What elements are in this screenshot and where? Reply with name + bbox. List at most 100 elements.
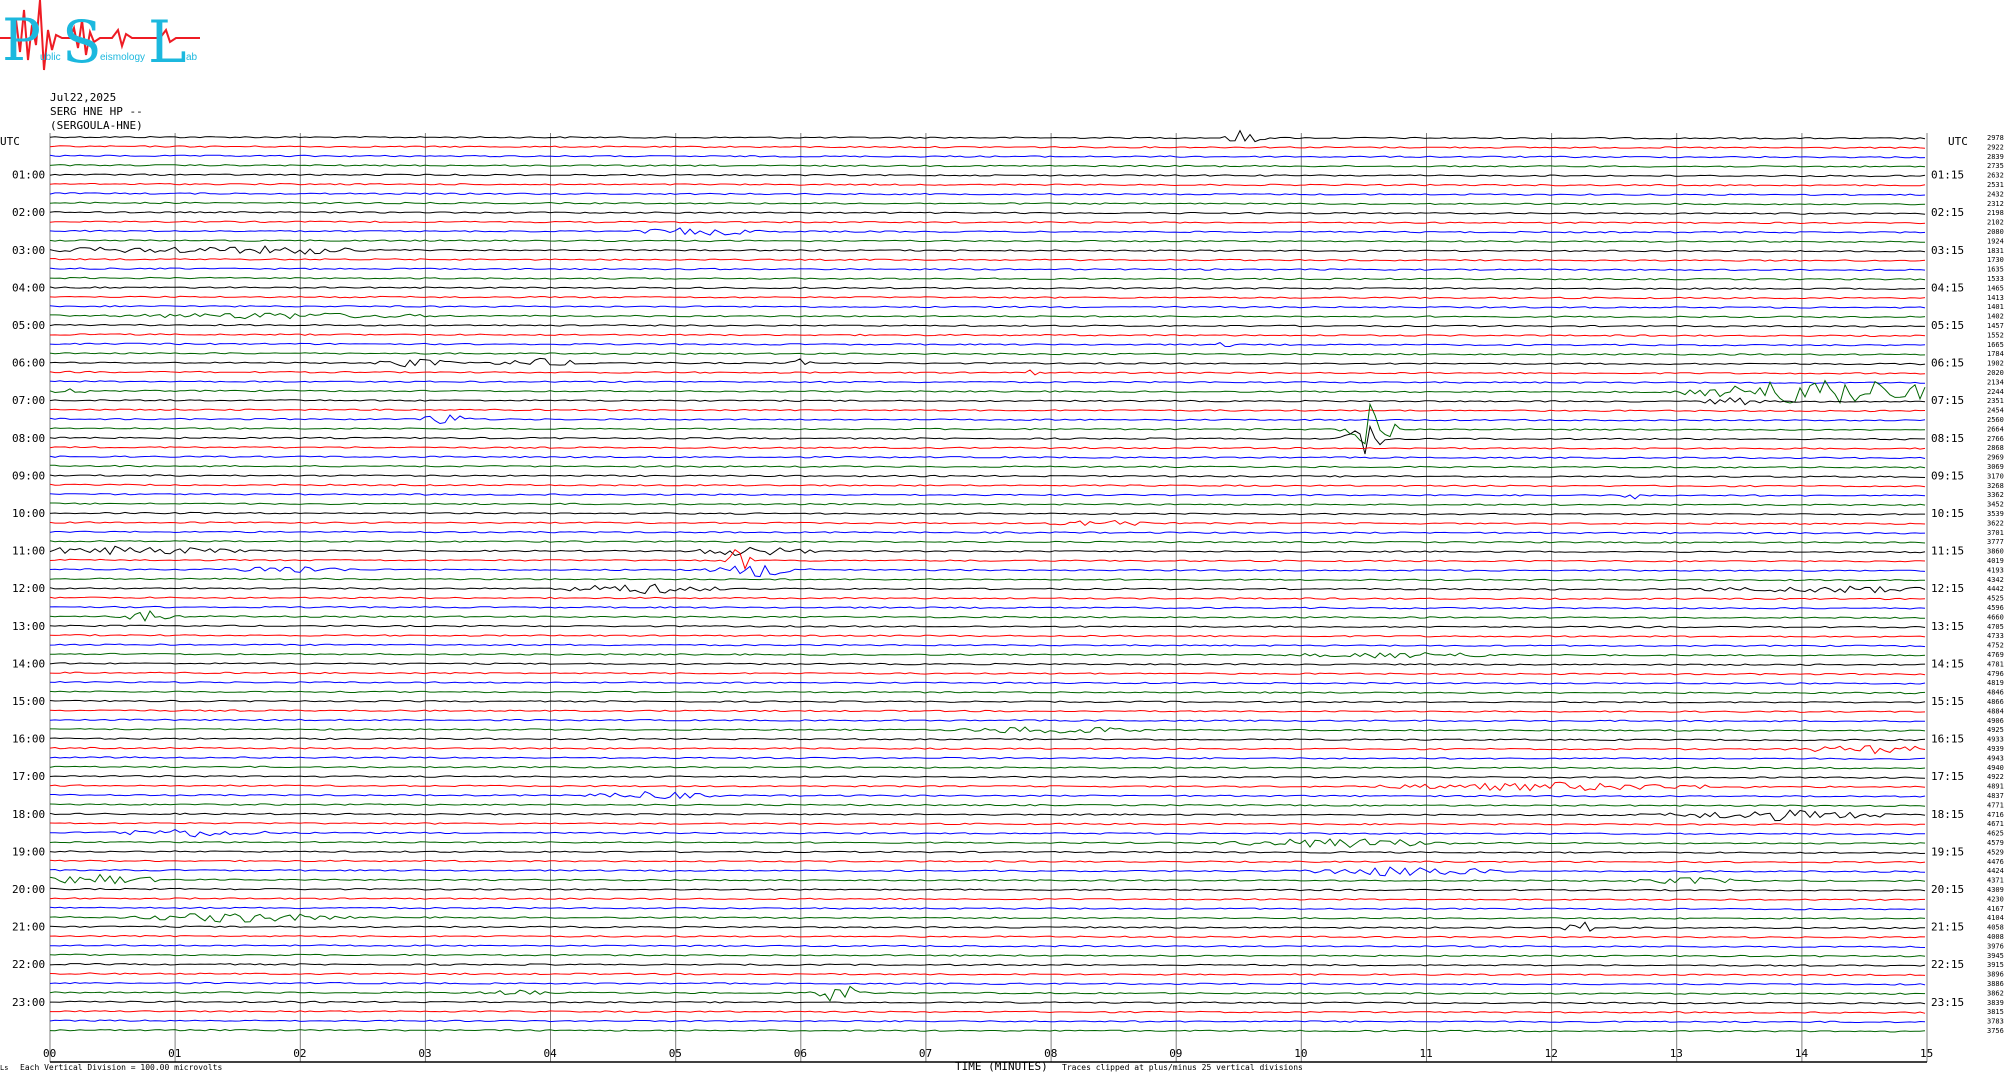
header-station-name: (SERGOULA-HNE) [50,119,143,132]
trace-count-label: 3886 [1987,980,2004,988]
trace-34 [49,446,1926,450]
trace-63 [49,718,1926,723]
header-info: Jul22,2025 SERG HNE HP -- (SERGOULA-HNE) [50,91,143,133]
right-hour-label: 09:15 [1931,469,1964,482]
trace-count-label: 3896 [1987,971,2004,979]
trace-43 [49,530,1926,535]
right-hour-label: 11:15 [1931,545,1964,558]
trace-83 [49,906,1925,911]
left-hour-label: 07:00 [12,394,45,407]
left-hour-label: 11:00 [12,545,45,558]
trace-46 [49,548,1926,571]
trace-count-label: 4733 [1987,632,2004,640]
trace-count-label: 1402 [1987,313,2004,321]
right-hour-label: 13:15 [1931,620,1964,633]
trace-count-label: 4891 [1987,783,2004,791]
left-hour-label: 09:00 [12,469,45,482]
trace-53 [49,624,1926,629]
trace-count-label: 2134 [1987,378,2004,386]
trace-count-label: 4866 [1987,698,2004,706]
trace-61 [49,699,1926,704]
trace-92 [49,985,1926,1002]
left-hour-label: 04:00 [12,281,45,294]
header-station: SERG HNE HP -- [50,105,143,118]
left-hour-label: 06:00 [12,357,45,370]
trace-count-label: 4476 [1987,858,2004,866]
trace-count-label: 2978 [1987,134,2004,142]
trace-count-label: 1730 [1987,256,2004,264]
trace-77 [49,850,1926,855]
right-hour-label: 04:15 [1931,281,1964,294]
trace-count-label: 1413 [1987,294,2004,302]
left-hour-label: 18:00 [12,808,45,821]
trace-count-label: 4939 [1987,745,2004,753]
trace-24 [49,352,1926,356]
trace-count-label: 4906 [1987,717,2004,725]
trace-66 [49,745,1926,755]
trace-count-label: 4442 [1987,585,2004,593]
footer-left-mark: Ls [0,1064,8,1072]
trace-48 [49,577,1926,582]
trace-count-label: 2351 [1987,397,2004,405]
trace-count-label: 2244 [1987,388,2004,396]
trace-count-label: 1665 [1987,341,2004,349]
trace-55 [49,643,1926,648]
left-hour-label: 12:00 [12,582,45,595]
trace-84 [49,913,1926,923]
trace-89 [49,962,1926,967]
trace-59 [49,680,1926,685]
trace-7 [49,192,1926,196]
trace-count-label: 3860 [1987,548,2004,556]
trace-count-label: 2868 [1987,444,2004,452]
trace-23 [49,342,1926,348]
trace-count-label: 1552 [1987,331,2004,339]
trace-count-label: 4104 [1987,914,2004,922]
trace-37 [49,474,1926,478]
trace-count-label: 3170 [1987,472,2004,480]
trace-count-label: 3815 [1987,1008,2004,1016]
right-hour-label: 20:15 [1931,883,1964,896]
trace-90 [49,972,1926,977]
trace-count-label: 4796 [1987,670,2004,678]
trace-count-label: 4940 [1987,764,2004,772]
trace-count-label: 3839 [1987,999,2004,1007]
trace-count-label: 4596 [1987,604,2004,612]
trace-count-label: 4922 [1987,773,2004,781]
trace-count-label: 4752 [1987,642,2004,650]
trace-count-label: 4705 [1987,623,2004,631]
trace-8 [49,201,1926,206]
trace-27 [49,380,1926,384]
left-axis-title: UTC [0,135,20,148]
x-tick-label: 14 [1795,1047,1809,1060]
trace-count-label: 2312 [1987,200,2004,208]
right-hour-label: 12:15 [1931,582,1964,595]
left-hour-label: 02:00 [12,206,45,219]
x-tick-label: 01 [168,1047,181,1060]
trace-count-label: 2080 [1987,228,2004,236]
trace-count-label: 4933 [1987,736,2004,744]
trace-count-label: 4671 [1987,820,2004,828]
left-hour-label: 20:00 [12,883,45,896]
trace-count-label: 4193 [1987,566,2004,574]
right-hour-label: 08:15 [1931,432,1964,445]
trace-count-label: 2102 [1987,219,2004,227]
trace-86 [49,934,1926,939]
trace-count-label: 4943 [1987,754,2004,762]
logo-small-text-ublic: ublic [40,52,61,63]
trace-64 [50,726,1926,734]
trace-count-label: 3268 [1987,482,2004,490]
left-hour-label: 16:00 [12,733,45,746]
trace-count-label: 3915 [1987,961,2004,969]
trace-count-label: 3862 [1987,989,2004,997]
trace-54 [49,633,1926,638]
trace-52 [49,610,1926,622]
right-hour-label: 03:15 [1931,244,1964,257]
trace-count-label: 2735 [1987,162,2004,170]
trace-count-label: 4781 [1987,660,2004,668]
left-hour-label: 17:00 [12,770,45,783]
trace-15 [49,267,1926,272]
trace-count-label: 4837 [1987,792,2004,800]
trace-count-label: 1401 [1987,303,2004,311]
trace-75 [49,829,1925,838]
